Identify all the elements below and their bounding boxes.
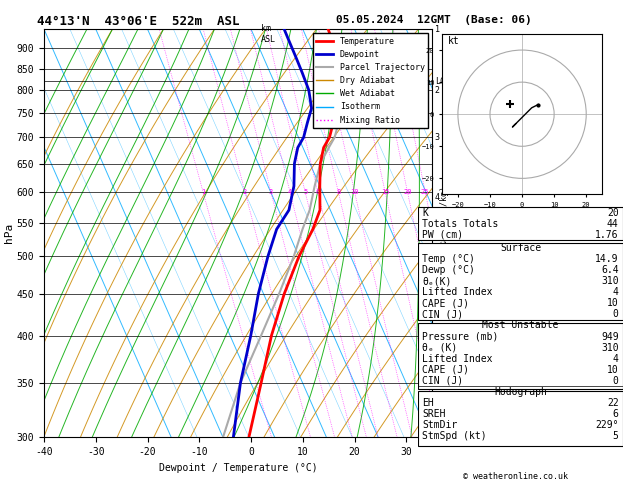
Text: 4: 4 (288, 189, 292, 195)
Text: 15: 15 (381, 189, 389, 195)
Text: Most Unstable: Most Unstable (482, 320, 559, 330)
Text: © weatheronline.co.uk: © weatheronline.co.uk (464, 472, 568, 481)
Text: PW (cm): PW (cm) (423, 230, 464, 240)
Bar (418, 243, 623, 320)
Text: Temp (°C): Temp (°C) (423, 254, 476, 264)
Text: Lifted Index: Lifted Index (423, 353, 493, 364)
Text: SREH: SREH (423, 409, 446, 418)
Text: Hodograph: Hodograph (494, 387, 547, 397)
Text: 5: 5 (435, 252, 440, 261)
Text: 6: 6 (613, 409, 619, 418)
Text: 229°: 229° (595, 420, 619, 430)
Text: 5: 5 (613, 431, 619, 441)
Text: km
ASL: km ASL (261, 24, 276, 44)
Bar (418, 323, 623, 389)
Text: 3: 3 (269, 189, 273, 195)
Text: 8: 8 (435, 427, 440, 436)
Text: 4: 4 (613, 287, 619, 297)
Text: K: K (423, 208, 428, 218)
Text: 10: 10 (607, 298, 619, 309)
Text: CAPE (J): CAPE (J) (423, 298, 469, 309)
Legend: Temperature, Dewpoint, Parcel Trajectory, Dry Adiabat, Wet Adiabat, Isotherm, Mi: Temperature, Dewpoint, Parcel Trajectory… (313, 34, 428, 128)
Text: EH: EH (423, 398, 434, 408)
Text: 6: 6 (316, 189, 320, 195)
Text: 1: 1 (435, 25, 440, 34)
Text: kt: kt (448, 35, 460, 46)
Text: 3: 3 (435, 133, 440, 142)
Text: CAPE (J): CAPE (J) (423, 364, 469, 375)
Text: Pressure (mb): Pressure (mb) (423, 331, 499, 342)
X-axis label: Dewpoint / Temperature (°C): Dewpoint / Temperature (°C) (159, 463, 318, 473)
Text: Mixing Ratio (g/kg): Mixing Ratio (g/kg) (440, 186, 449, 281)
Text: 5: 5 (303, 189, 308, 195)
Text: 25: 25 (421, 189, 430, 195)
Text: StmSpd (kt): StmSpd (kt) (423, 431, 487, 441)
Text: 6: 6 (435, 310, 440, 318)
Text: 7: 7 (435, 368, 440, 377)
Text: 2: 2 (435, 86, 440, 94)
Text: 2: 2 (243, 189, 247, 195)
Text: CIN (J): CIN (J) (423, 376, 464, 385)
Text: θₑ(K): θₑ(K) (423, 277, 452, 286)
Text: 310: 310 (601, 277, 619, 286)
Text: Dewp (°C): Dewp (°C) (423, 265, 476, 276)
Text: Totals Totals: Totals Totals (423, 219, 499, 229)
Bar (418, 391, 623, 447)
Text: 6.4: 6.4 (601, 265, 619, 276)
Text: 20: 20 (607, 208, 619, 218)
Text: 4: 4 (435, 193, 440, 202)
Text: 0: 0 (613, 310, 619, 319)
Bar (418, 207, 623, 240)
Text: 20: 20 (403, 189, 412, 195)
Text: 14.9: 14.9 (595, 254, 619, 264)
Text: Surface: Surface (500, 243, 541, 253)
Text: 44: 44 (607, 219, 619, 229)
Text: 0: 0 (613, 376, 619, 385)
Text: 44°13'N  43°06'E  522m  ASL: 44°13'N 43°06'E 522m ASL (37, 15, 240, 28)
Text: 4: 4 (613, 353, 619, 364)
Text: LCL: LCL (435, 77, 450, 86)
Text: θₑ (K): θₑ (K) (423, 343, 458, 352)
Text: StmDir: StmDir (423, 420, 458, 430)
Text: Lifted Index: Lifted Index (423, 287, 493, 297)
Text: 1.76: 1.76 (595, 230, 619, 240)
Y-axis label: hPa: hPa (4, 223, 14, 243)
Text: 05.05.2024  12GMT  (Base: 06): 05.05.2024 12GMT (Base: 06) (336, 15, 532, 25)
Text: CIN (J): CIN (J) (423, 310, 464, 319)
Text: 1: 1 (201, 189, 205, 195)
Text: 949: 949 (601, 331, 619, 342)
Text: 22: 22 (607, 398, 619, 408)
Text: 10: 10 (350, 189, 359, 195)
Text: 8: 8 (336, 189, 340, 195)
Text: 310: 310 (601, 343, 619, 352)
Text: 10: 10 (607, 364, 619, 375)
